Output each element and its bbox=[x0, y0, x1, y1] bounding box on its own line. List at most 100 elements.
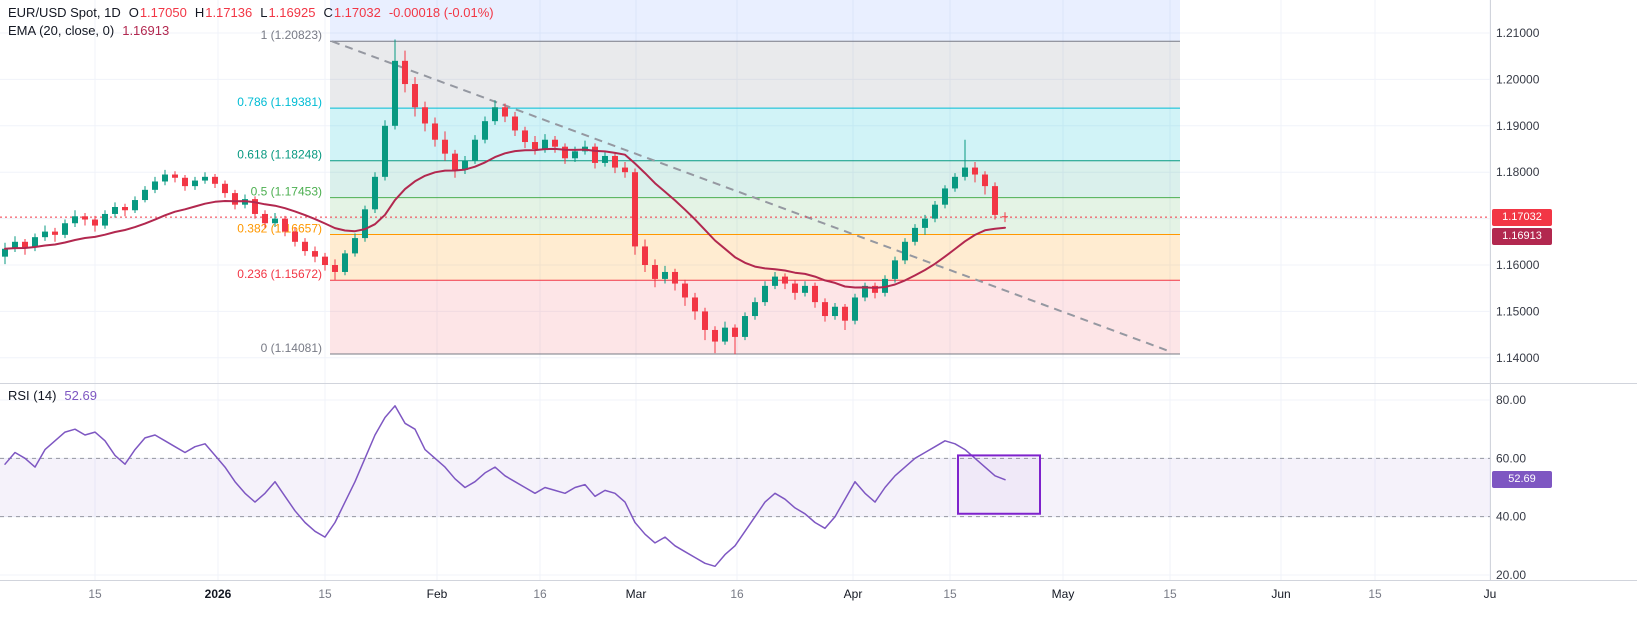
rsi-legend-value: 52.69 bbox=[64, 388, 97, 403]
candle-body bbox=[482, 121, 488, 140]
candle-body bbox=[432, 123, 438, 140]
candle-body bbox=[402, 60, 408, 85]
candle-body bbox=[442, 139, 448, 154]
candle-body bbox=[902, 241, 908, 261]
candle-body bbox=[522, 130, 528, 143]
price-tick-label: 1.18000 bbox=[1496, 165, 1540, 179]
candle-body bbox=[962, 167, 968, 177]
fib-level-label: 0.786 (1.19381) bbox=[237, 95, 322, 109]
candle-body bbox=[562, 146, 568, 159]
ema-path bbox=[4, 147, 1006, 289]
time-tick-label: 16 bbox=[533, 587, 547, 601]
candle-body bbox=[392, 60, 398, 126]
rsi-highlight[interactable] bbox=[957, 454, 1041, 515]
ohlc-high: H 1.17136 bbox=[195, 5, 252, 20]
candle-body bbox=[152, 181, 158, 190]
candle-body bbox=[752, 302, 758, 317]
time-tick-label: 15 bbox=[1163, 587, 1177, 601]
candles-layer bbox=[2, 39, 1008, 355]
main-legend[interactable]: EUR/USD Spot, 1D O 1.17050 H 1.17136 L 1… bbox=[8, 5, 494, 38]
trendline[interactable] bbox=[331, 40, 1173, 354]
rsi-legend-label[interactable]: RSI (14) bbox=[8, 388, 57, 403]
candle-body bbox=[542, 139, 548, 149]
candle-body bbox=[772, 276, 778, 286]
candle-body bbox=[622, 167, 628, 173]
fib-level-label: 0.618 (1.18248) bbox=[237, 148, 322, 162]
rsi-highlight-rect[interactable] bbox=[957, 454, 1041, 515]
candle-body bbox=[992, 186, 998, 215]
candle-body bbox=[52, 231, 58, 235]
ema-legend-label[interactable]: EMA (20, close, 0) bbox=[8, 23, 115, 38]
price-tick-label: 1.21000 bbox=[1496, 26, 1540, 40]
candle-body bbox=[512, 116, 518, 131]
candle-body bbox=[492, 107, 498, 122]
candle-body bbox=[82, 216, 88, 220]
candle-body bbox=[112, 207, 118, 214]
fib-band-rect bbox=[330, 108, 1180, 161]
candle-body bbox=[502, 107, 508, 117]
rsi-line bbox=[4, 405, 1006, 568]
rsi-band bbox=[0, 457, 1490, 518]
candle-body bbox=[32, 237, 38, 248]
candle-body bbox=[212, 176, 218, 184]
price-tick-label: 1.15000 bbox=[1496, 304, 1540, 318]
candle-body bbox=[662, 271, 668, 279]
current-price-badge: 1.17032 bbox=[1492, 209, 1552, 226]
time-tick-label: Jun bbox=[1271, 587, 1290, 601]
candle-body bbox=[42, 231, 48, 238]
candle-body bbox=[932, 204, 938, 219]
candle-body bbox=[332, 265, 338, 272]
rsi-legend-row[interactable]: RSI (14) 52.69 bbox=[8, 388, 97, 403]
candle-body bbox=[872, 285, 878, 293]
fib-band-rect bbox=[330, 0, 1180, 42]
time-tick-label: Mar bbox=[626, 587, 647, 601]
time-tick-label: 15 bbox=[318, 587, 332, 601]
candle-body bbox=[302, 241, 308, 252]
candle-body bbox=[282, 218, 288, 232]
candle-body bbox=[192, 180, 198, 187]
ema-line bbox=[4, 147, 1006, 289]
candle-body bbox=[472, 139, 478, 161]
candle-body bbox=[832, 306, 838, 317]
price-axis-labels[interactable]: 1.210001.200001.190001.180001.170001.160… bbox=[1496, 26, 1540, 365]
fib-bands[interactable] bbox=[330, 0, 1180, 355]
candle-body bbox=[292, 231, 298, 242]
candle-body bbox=[722, 327, 728, 342]
time-axis-labels[interactable]: 15 2026 15 Feb 16 Mar 16 Apr 15 May 15 Jun 15 Ju bbox=[88, 587, 1496, 601]
candle-body bbox=[732, 327, 738, 337]
fib-level-label: 0.236 (1.15672) bbox=[237, 267, 322, 281]
fib-band-rect bbox=[330, 197, 1180, 235]
symbol-legend-row[interactable]: EUR/USD Spot, 1D O 1.17050 H 1.17136 L 1… bbox=[8, 5, 494, 20]
time-tick-label: 15 bbox=[88, 587, 102, 601]
time-tick-label: 15 bbox=[1368, 587, 1382, 601]
rsi-band-fill bbox=[0, 458, 1490, 517]
price-tick-label: 1.14000 bbox=[1496, 351, 1540, 365]
symbol-title[interactable]: EUR/USD Spot, 1D bbox=[8, 5, 121, 20]
fib-band-rect bbox=[330, 234, 1180, 281]
candle-body bbox=[72, 216, 78, 224]
candle-body bbox=[382, 125, 388, 177]
rsi-axis-labels[interactable]: 80.00 60.00 40.00 20.00 bbox=[1496, 393, 1526, 582]
candle-body bbox=[262, 213, 268, 224]
trendline-segment[interactable] bbox=[331, 40, 1173, 354]
candle-body bbox=[312, 251, 318, 257]
candle-body bbox=[642, 246, 648, 265]
price-tick-label: 1.19000 bbox=[1496, 119, 1540, 133]
candle-body bbox=[12, 241, 18, 249]
candle-body bbox=[372, 176, 378, 210]
low-label: L bbox=[260, 5, 268, 20]
candle-body bbox=[652, 265, 658, 279]
candle-body bbox=[922, 218, 928, 228]
candle-body bbox=[162, 174, 168, 182]
ohlc-close: C 1.17032 bbox=[323, 5, 380, 20]
low-value: 1.16925 bbox=[268, 5, 316, 20]
candle-body bbox=[762, 285, 768, 303]
candle-body bbox=[862, 285, 868, 298]
ema-legend-row[interactable]: EMA (20, close, 0) 1.16913 bbox=[8, 23, 494, 38]
close-label: C bbox=[323, 5, 333, 20]
close-value: 1.17032 bbox=[333, 5, 381, 20]
candle-body bbox=[852, 297, 858, 321]
candle-body bbox=[232, 193, 238, 205]
